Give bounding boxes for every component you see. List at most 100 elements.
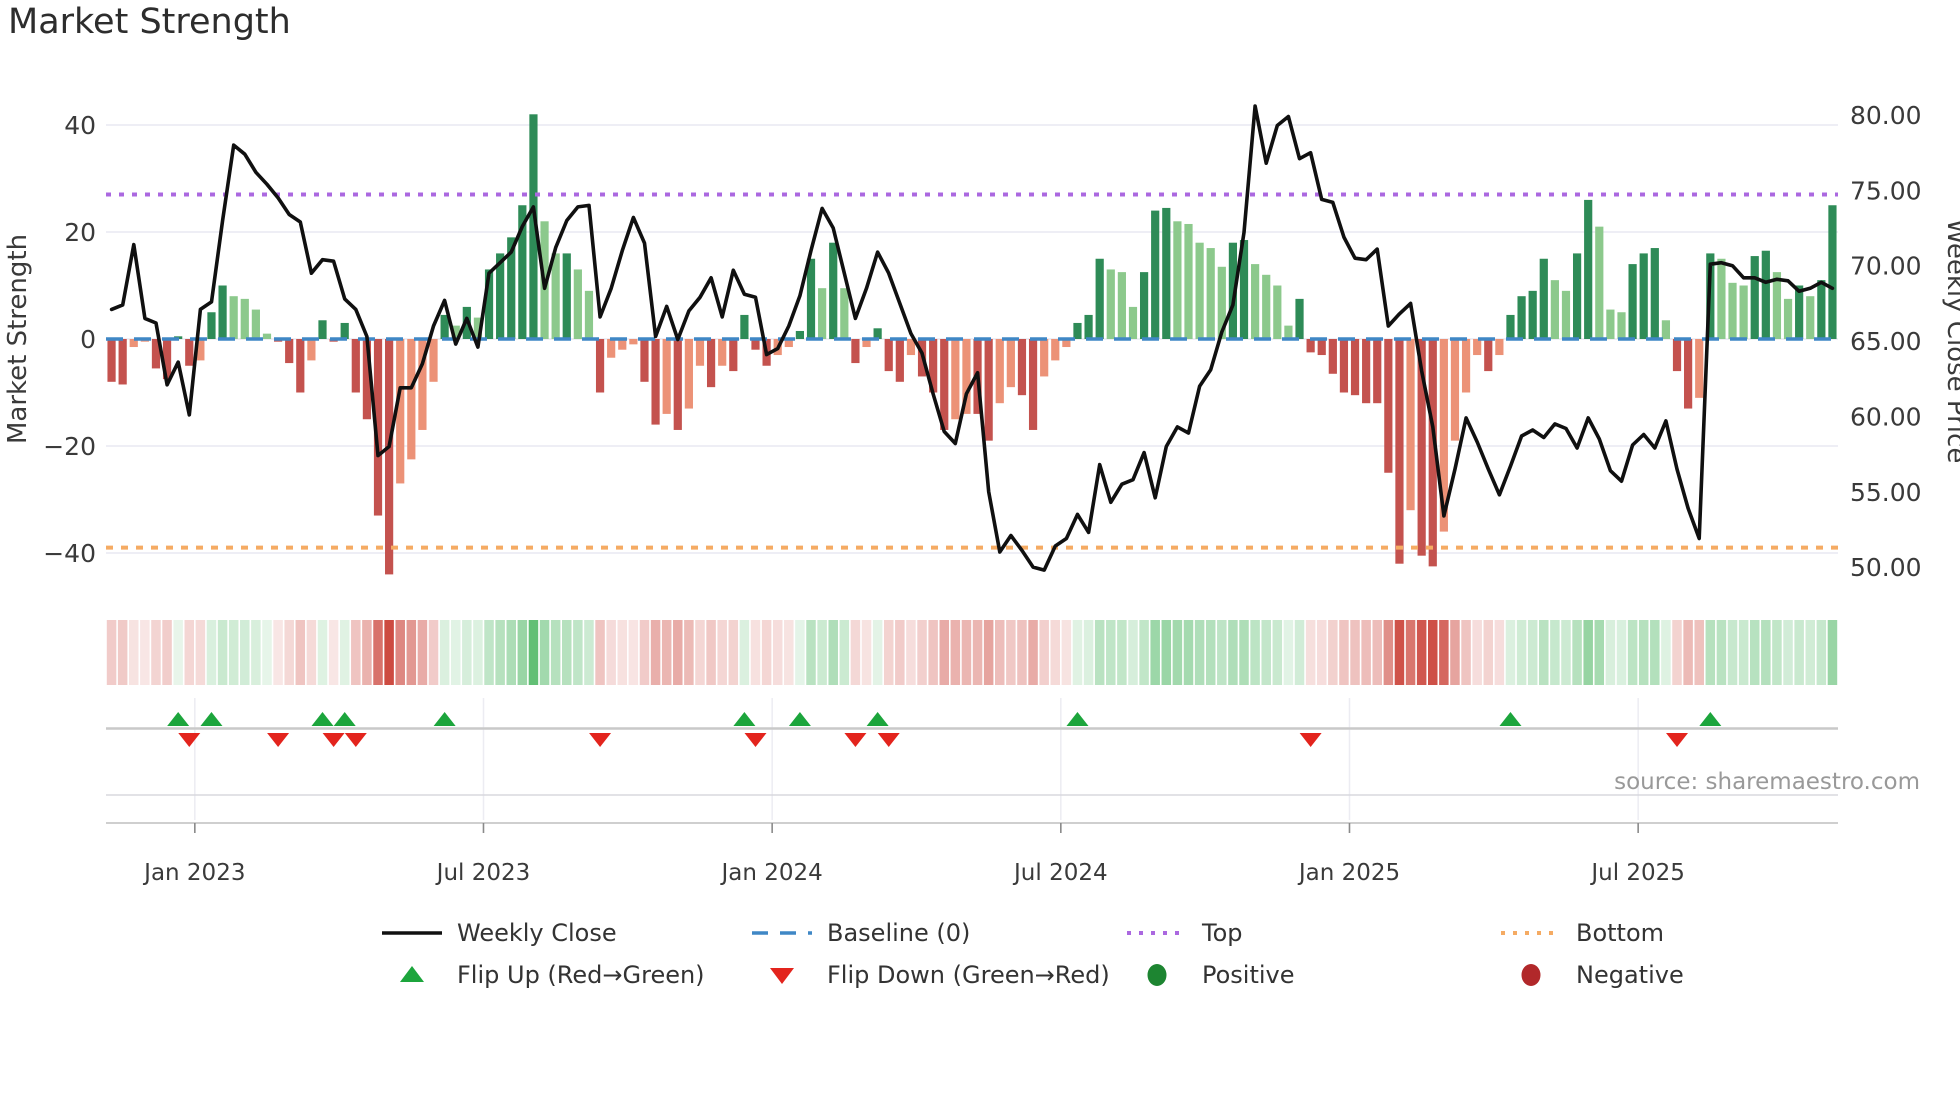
heatmap-cell: [1827, 620, 1838, 685]
strength-bar-positive: [340, 322, 349, 339]
strength-bar-positive: [440, 314, 449, 339]
heatmap-cell: [684, 620, 694, 685]
strength-bar-positive: [1128, 306, 1138, 339]
flip-up-icon: [433, 712, 456, 726]
strength-bar-positive: [840, 288, 849, 339]
x-tick-label: Jan 2025: [1297, 860, 1400, 886]
y-tick-right: 70.00: [1850, 252, 1922, 281]
strength-bar-negative: [1495, 339, 1504, 356]
strength-bar-positive: [873, 328, 882, 339]
strength-bar-positive: [1251, 264, 1260, 339]
heatmap-cell: [1350, 620, 1360, 685]
flip-up-icon: [866, 712, 889, 726]
strength-bar-negative: [351, 339, 360, 393]
heatmap-cell: [1205, 620, 1216, 685]
strength-bar-negative: [373, 339, 383, 516]
strength-bar-positive: [518, 205, 527, 339]
x-tick-label: Jul 2025: [1589, 860, 1685, 886]
heatmap-cell: [1494, 620, 1505, 685]
flip-up-icon: [311, 712, 334, 726]
heatmap-cell: [1816, 620, 1827, 685]
strength-bar-negative: [385, 339, 394, 575]
heatmap-cell: [317, 620, 328, 685]
heatmap-cell: [761, 620, 772, 685]
legend-label-top: Top: [1201, 919, 1243, 947]
strength-bar-negative: [784, 339, 793, 348]
heatmap-cell: [351, 620, 361, 685]
heatmap-cell: [395, 620, 405, 685]
flip-up-icon: [200, 712, 223, 726]
heatmap-cell: [673, 620, 683, 685]
x-tick-label: Jan 2024: [719, 860, 822, 886]
heatmap-cell: [617, 620, 628, 685]
heatmap-cell: [639, 620, 650, 685]
strength-bar-negative: [751, 339, 760, 350]
heatmap-cell: [106, 620, 117, 685]
heatmap-cell: [906, 620, 916, 685]
strength-bar-positive: [1772, 272, 1782, 339]
strength-bar-positive: [562, 253, 571, 339]
heatmap-cell: [1316, 620, 1327, 685]
heatmap-cell: [1039, 620, 1049, 685]
heatmap-cell: [1183, 620, 1194, 685]
strength-bar-positive: [1561, 290, 1571, 339]
heatmap-cell: [1705, 620, 1716, 685]
heatmap-cell: [895, 620, 905, 685]
strength-bar-negative: [396, 339, 405, 484]
heatmap-cell: [1650, 620, 1660, 685]
heatmap-cell: [917, 620, 927, 685]
heatmap-cell: [1328, 620, 1338, 685]
x-tick-label: Jan 2023: [142, 860, 245, 886]
strength-bar-negative: [285, 339, 294, 364]
strength-bar-negative: [718, 339, 727, 366]
strength-bar-negative: [1362, 339, 1371, 404]
strength-bar-negative: [1484, 339, 1493, 372]
strength-bar-positive: [1717, 258, 1726, 339]
heatmap-cell: [1294, 620, 1305, 685]
strength-bar-negative: [1306, 339, 1315, 353]
strength-bar-negative: [1461, 339, 1471, 393]
heatmap-cell: [1605, 620, 1616, 685]
strength-bar-positive: [584, 290, 594, 339]
strength-bar-negative: [1384, 339, 1393, 473]
strength-bar-positive: [262, 333, 272, 339]
strength-bar-positive: [1173, 221, 1182, 339]
strength-bar-positive: [507, 237, 516, 339]
strength-bar-negative: [851, 339, 860, 364]
strength-bar-positive: [1606, 309, 1615, 339]
heatmap-cell: [1738, 620, 1749, 685]
strength-bar-negative: [640, 339, 649, 382]
heatmap-cell: [861, 620, 872, 685]
strength-bar-negative: [595, 339, 605, 393]
strength-bar-positive: [1517, 296, 1526, 339]
heatmap-cell: [550, 620, 561, 685]
strength-bar-positive: [1783, 298, 1793, 339]
flip-down-icon: [344, 733, 367, 747]
heatmap-cell: [1261, 620, 1271, 685]
x-tick-label: Jul 2023: [435, 860, 531, 886]
heatmap-cell: [1161, 620, 1172, 685]
heatmap-cell: [1716, 620, 1727, 685]
strength-bar-negative: [1684, 339, 1693, 409]
heatmap-cell: [1150, 620, 1160, 685]
strength-bar-negative: [429, 339, 438, 382]
heatmap-cell: [1461, 620, 1471, 685]
y-tick-left: −40: [43, 539, 96, 568]
heatmap-cell: [450, 620, 461, 685]
strength-bar-negative: [1040, 339, 1049, 377]
heatmap-cell: [206, 620, 217, 685]
strength-bar-negative: [1695, 339, 1704, 398]
heatmap-cell: [384, 620, 394, 685]
strength-bar-negative: [1417, 339, 1426, 556]
heatmap-cell: [1072, 620, 1083, 685]
flip-up-icon: [733, 712, 756, 726]
strength-bar-negative: [296, 339, 305, 393]
heatmap-cell: [928, 620, 938, 685]
flip-up-icon: [167, 712, 190, 726]
strength-bar-positive: [1539, 258, 1548, 339]
heatmap-cell: [1694, 620, 1704, 685]
legend-label-negative: Negative: [1576, 961, 1684, 989]
strength-bar-positive: [1084, 314, 1093, 339]
flip-down-icon: [844, 733, 867, 747]
legend-label-baseline: Baseline (0): [827, 919, 970, 947]
